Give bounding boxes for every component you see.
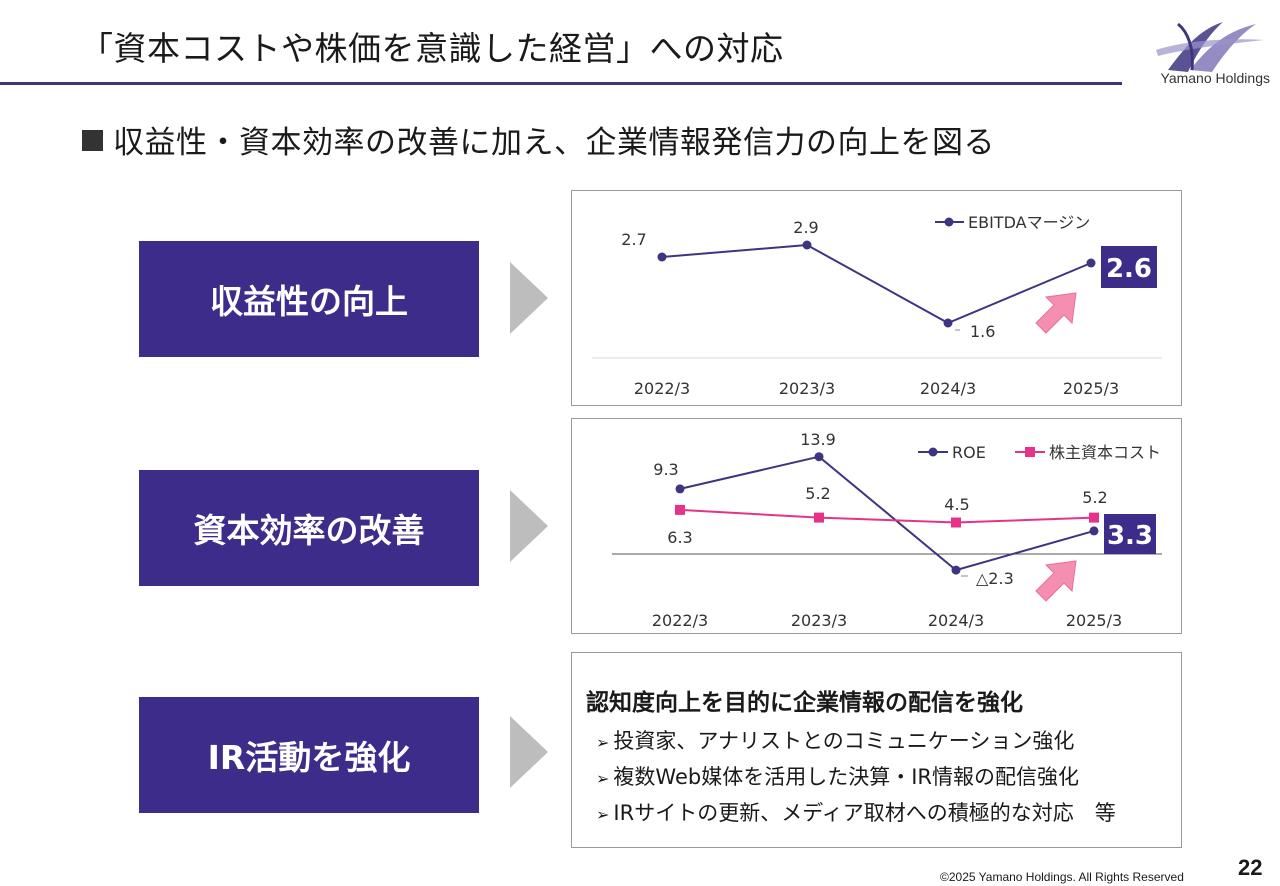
x-tick-label: 2023/3: [791, 611, 847, 630]
arrow-right-icon: [510, 716, 548, 788]
data-point: [943, 318, 953, 328]
legend-label: 株主資本コスト: [1049, 443, 1161, 462]
label-ir-activities: IR活動を強化: [139, 697, 479, 813]
data-point: [675, 484, 685, 494]
bullet-arrow-icon: ➢: [596, 733, 610, 752]
data-label: 1.6: [970, 322, 995, 341]
ir-heading: 認知度向上を目的に企業情報の配信を強化: [586, 690, 1023, 716]
data-label: 5.2: [805, 484, 830, 503]
label-profitability: 収益性の向上: [139, 241, 479, 357]
ebitda-margin-chart: 2.7 2.9 1.6 2.6 EBITDAマージン 2022/3 2023/3 2024/3…: [592, 213, 1162, 398]
series-line-cost-of-equity: [679, 508, 1095, 524]
title-divider: [0, 82, 1122, 85]
highlight-value: 2.6: [1106, 254, 1152, 284]
data-label: 13.9: [800, 430, 836, 449]
copyright: ©2025 Yamano Holdings. All Rights Reserv…: [940, 870, 1184, 884]
ebitda-chart-panel: 2.7 2.9 1.6 2.6 EBITDAマージン 2022/3 2023/3 2024/3…: [571, 190, 1182, 406]
data-point: [951, 565, 961, 575]
ir-list-item: ➢ IRサイトの更新、メディア取材への積極的な対応 等: [596, 801, 1116, 825]
data-label: 2.7: [621, 230, 646, 249]
company-logo: [1156, 22, 1264, 72]
series-line-roe: [679, 455, 1095, 572]
data-point: [1089, 512, 1099, 523]
data-point: [814, 512, 824, 523]
x-tick-label: 2024/3: [928, 611, 984, 630]
x-tick-label: 2024/3: [920, 379, 976, 398]
page-title: 「資本コストや株価を意識した経営」への対応: [80, 29, 784, 68]
data-label: 4.5: [944, 495, 969, 514]
data-label: 5.2: [1082, 488, 1107, 507]
arrow-right-icon: [510, 490, 548, 562]
logo-wordmark: Yamano Holdings: [1160, 70, 1270, 86]
data-point: [802, 240, 812, 250]
data-point: [1089, 526, 1099, 536]
highlight-box: [1101, 246, 1157, 288]
highlight-box: [1104, 514, 1156, 554]
data-label: △2.3: [976, 569, 1014, 588]
legend-marker: [928, 447, 938, 457]
subtitle-text: 収益性・資本効率の改善に加え、企業情報発信力の向上を図る: [113, 125, 995, 161]
bullet-arrow-icon: ➢: [596, 805, 610, 824]
data-label: 6.3: [667, 528, 692, 547]
series-line-ebitda: [661, 243, 1092, 325]
ir-list-item: ➢ 投資家、アナリストとのコミュニケーション強化: [596, 729, 1075, 753]
roe-chart-panel: 9.3 13.9 △2.3 6.3 5.2 4.5 5.2 3.3 ROE 株主資本コスト 2022…: [571, 418, 1182, 634]
square-bullet-icon: [82, 130, 103, 151]
x-tick-label: 2023/3: [779, 379, 835, 398]
data-point: [675, 504, 685, 515]
data-point: [814, 452, 824, 462]
pink-up-arrow-icon: [1035, 560, 1077, 602]
arrow-right-icon: [510, 262, 548, 334]
data-point: [657, 252, 667, 262]
section-subtitle: 収益性・資本効率の改善に加え、企業情報発信力の向上を図る: [82, 117, 995, 162]
data-point: [1086, 258, 1096, 268]
highlight-value: 3.3: [1107, 521, 1153, 551]
bullet-arrow-icon: ➢: [596, 769, 610, 788]
data-label: 9.3: [653, 460, 678, 479]
legend-label: ROE: [952, 443, 986, 462]
legend-marker: [1025, 447, 1035, 457]
ir-list-item: ➢ 複数Web媒体を活用した決算・IR情報の配信強化: [596, 765, 1079, 789]
data-label: 2.9: [793, 218, 818, 237]
label-capital-efficiency: 資本効率の改善: [139, 470, 479, 586]
x-tick-label: 2025/3: [1066, 611, 1122, 630]
legend-marker: [944, 217, 954, 227]
x-tick-label: 2025/3: [1063, 379, 1119, 398]
legend-label: EBITDAマージン: [968, 213, 1090, 232]
ir-panel: 認知度向上を目的に企業情報の配信を強化 ➢ 投資家、アナリストとのコミュニケーショ…: [571, 652, 1182, 848]
data-point: [951, 517, 961, 528]
pink-up-arrow-icon: [1035, 292, 1077, 334]
page-number: 22: [1238, 855, 1263, 880]
x-tick-label: 2022/3: [652, 611, 708, 630]
x-tick-label: 2022/3: [634, 379, 690, 398]
